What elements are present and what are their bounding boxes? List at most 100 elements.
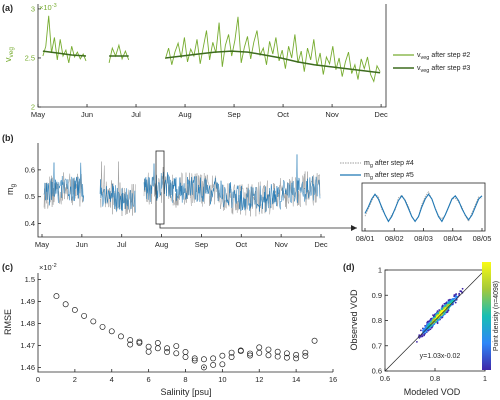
scatter-point [311, 337, 318, 344]
series-line-step4 [143, 166, 321, 217]
density-point [436, 310, 439, 312]
xtick-label-c: 0 [36, 375, 40, 384]
density-point [455, 293, 458, 295]
series-line-step2 [108, 43, 130, 63]
panel-a-axes [37, 4, 387, 108]
zoom-arrowhead [351, 225, 357, 231]
scatter-point [293, 355, 300, 362]
scatter-point [247, 352, 253, 359]
density-point [447, 309, 450, 312]
xtick-label-a: Aug [178, 110, 191, 119]
density-point [453, 294, 456, 297]
legend-label-step3: vveg after step #3 [417, 65, 470, 74]
scatter-point [136, 340, 143, 346]
ytick-label-a: 2.5 [25, 53, 35, 62]
density-point [430, 319, 433, 322]
panel-d-xlabel: Modeled VOD [404, 387, 461, 397]
scatter-point [164, 345, 171, 352]
ytick-label-d: 0.6 [372, 367, 382, 376]
scatter-point [191, 355, 198, 362]
scatter-min-dot [203, 366, 205, 369]
panel-c: 1.46 1.47 1.48 1.49 1.5 0 2 4 6 8 10 12 14 16 ×10-2 R… [3, 263, 337, 397]
xtick-label-b: Jun [76, 240, 88, 249]
inset-line-step5 [364, 193, 483, 223]
series-line-step3 [165, 50, 381, 74]
panel-d-ylabel: Observed VOD [349, 289, 359, 351]
legend-label-step2: vveg after step #2 [417, 52, 470, 61]
xtick-label-b: Aug [155, 240, 168, 249]
scatter-point [127, 341, 134, 348]
ytick-label-a: 2 [31, 103, 35, 112]
density-point [459, 290, 462, 292]
xtick-label-a: Dec [374, 110, 388, 119]
density-point [420, 329, 422, 332]
density-point [438, 309, 441, 311]
colorbar-label: Point density (n=4098) [493, 281, 500, 351]
ytick-label-c: 1.49 [20, 297, 35, 306]
ytick-label-b: 0.5 [25, 192, 35, 201]
panel-d-marks [385, 270, 485, 371]
scatter-point [274, 348, 281, 355]
density-point [436, 320, 439, 323]
xtick-label-c: 2 [73, 375, 77, 384]
xtick-label-inset: 08/04 [443, 234, 462, 243]
series-line-step5 [43, 162, 84, 206]
panel-b: 0.4 0.5 0.6 May Jun Jul Aug Sep Oct Nov Dec mg mg … [5, 143, 491, 249]
panel-a-legend: vveg after step #2 vveg after step #3 [393, 52, 470, 74]
xtick-label-a: Jul [131, 110, 141, 119]
legend-label-step4: mg after step #4 [364, 160, 414, 169]
density-point [458, 292, 461, 295]
colorbar [482, 262, 491, 370]
scatter-point [256, 344, 263, 351]
scatter-point [81, 312, 88, 319]
panel-label-d: (d) [343, 262, 355, 272]
scatter-point [71, 307, 78, 313]
density-point [448, 301, 451, 304]
density-point [437, 312, 440, 315]
xtick-label-c: 8 [183, 375, 187, 384]
zoom-arrow [159, 224, 357, 229]
density-point [443, 312, 445, 315]
xtick-label-b: Dec [314, 240, 328, 249]
scatter-point [219, 352, 226, 359]
scatter-point [182, 354, 189, 360]
scatter-point [256, 349, 263, 356]
density-point [420, 335, 422, 338]
ytick-label-d: 0.9 [372, 291, 382, 300]
scatter-point [145, 343, 152, 350]
density-point [444, 304, 447, 307]
ytick-label-c: 1.46 [20, 363, 35, 372]
density-point [432, 315, 435, 317]
panel-label-c: (c) [2, 262, 13, 272]
scatter-point [200, 364, 207, 371]
xtick-label-c: 10 [218, 375, 226, 384]
ytick-label-c: 1.47 [20, 341, 35, 350]
density-point [418, 337, 421, 339]
xtick-label-a: Oct [277, 110, 290, 119]
panel-label-b: (b) [2, 133, 14, 143]
density-point [432, 323, 435, 326]
scatter-point [228, 349, 235, 356]
panel-label-a: (a) [2, 3, 13, 13]
xtick-label-d: 0.6 [380, 374, 390, 383]
scatter-point [145, 348, 152, 355]
density-point [436, 318, 439, 321]
density-point [421, 335, 424, 338]
density-point [423, 334, 425, 337]
scatter-point [99, 323, 106, 330]
scatter-point [154, 345, 161, 352]
panel-d-ticks: 0.6 0.7 0.8 0.9 1 0.6 0.8 1 [372, 266, 488, 384]
scatter-point [173, 350, 180, 357]
xtick-label-a: May [31, 110, 45, 119]
scatter-point [228, 354, 235, 360]
ytick-label-a: 3 [31, 4, 35, 13]
scatter-point [173, 343, 180, 349]
density-point [447, 304, 450, 306]
density-point [455, 295, 458, 297]
panel-d: 0.6 0.7 0.8 0.9 1 0.6 0.8 1 Observed VOD Modele… [349, 262, 500, 397]
scatter-point [118, 333, 124, 340]
panel-b-marks: 0.4 0.5 0.6 May Jun Jul Aug Sep Oct Nov Dec [25, 154, 328, 249]
xtick-label-c: 6 [147, 375, 151, 384]
scatter-point [210, 362, 217, 368]
panel-b-ylabel: mg [5, 184, 17, 196]
